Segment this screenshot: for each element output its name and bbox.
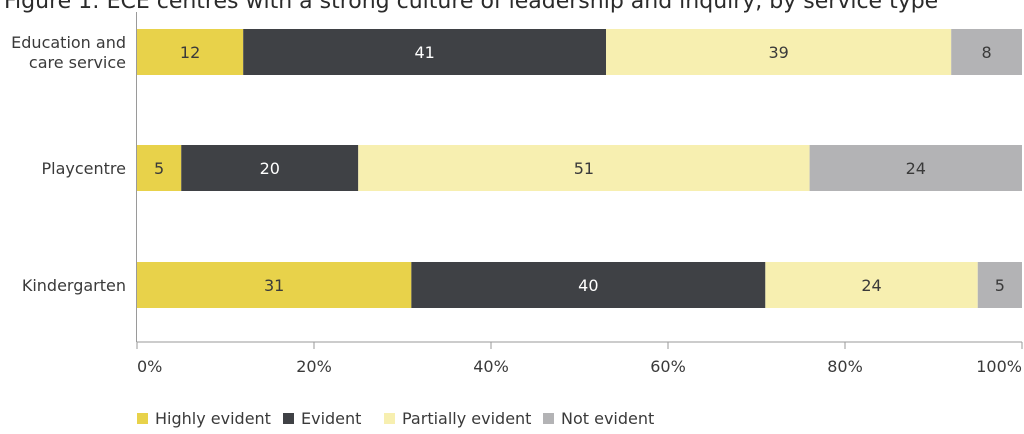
bar-segment (137, 29, 244, 75)
data-label: 40 (578, 276, 598, 295)
legend-swatch (543, 413, 554, 424)
legend-label: Highly evident (155, 409, 271, 428)
bar-segment (606, 29, 952, 75)
legend-label: Not evident (561, 409, 654, 428)
x-tick-label: 60% (650, 357, 686, 376)
data-label: 51 (574, 159, 594, 178)
bar-segment (977, 262, 1022, 308)
data-label: 24 (861, 276, 881, 295)
data-label: 20 (260, 159, 280, 178)
bar-segment (765, 262, 978, 308)
bar-segment (809, 145, 1022, 191)
category-label: Education and (11, 33, 126, 52)
bar-segment (137, 262, 412, 308)
x-tick-label: 80% (827, 357, 863, 376)
bar-segment (137, 145, 182, 191)
legend-swatch (137, 413, 148, 424)
bar-segment (411, 262, 766, 308)
data-label: 41 (414, 43, 434, 62)
data-label: 31 (264, 276, 284, 295)
legend-swatch (384, 413, 395, 424)
x-tick-label: 100% (976, 357, 1022, 376)
chart-title: Figure 1: ECE centres with a strong cult… (4, 0, 938, 14)
bar-segment (181, 145, 359, 191)
category-label: Playcentre (42, 159, 127, 178)
legend-swatch (283, 413, 294, 424)
category-label: Kindergarten (22, 276, 126, 295)
data-label: 8 (982, 43, 992, 62)
x-tick-label: 0% (137, 357, 162, 376)
bar-segment (358, 145, 810, 191)
x-tick-label: 40% (473, 357, 509, 376)
bar-segment (951, 29, 1022, 75)
bar-segment (243, 29, 607, 75)
x-tick-label: 20% (296, 357, 332, 376)
legend-label: Evident (301, 409, 361, 428)
legend: Highly evident Evident Partially evident No… (137, 409, 654, 428)
legend-label: Partially evident (402, 409, 531, 428)
data-label: 39 (768, 43, 788, 62)
data-label: 24 (906, 159, 926, 178)
data-label: 5 (154, 159, 164, 178)
data-label: 12 (180, 43, 200, 62)
data-label: 5 (995, 276, 1005, 295)
category-label: care service (29, 53, 126, 72)
bars-group: 12 41 39 8 5 20 51 24 31 40 24 5 (137, 29, 1022, 308)
